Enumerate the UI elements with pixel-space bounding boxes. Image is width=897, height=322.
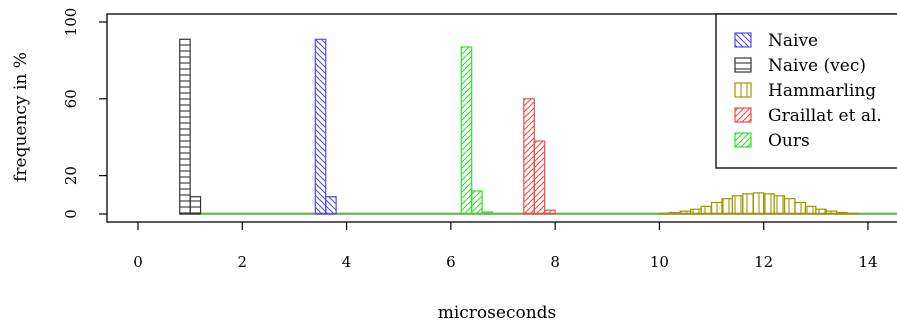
y-tick-label: 0: [62, 209, 80, 219]
bar-hammarling: [794, 201, 806, 215]
bar-hammarling: [825, 210, 838, 215]
bar-naive-vec: [189, 196, 202, 215]
x-axis-label: microseconds: [438, 303, 557, 322]
bar-hammarling: [700, 205, 713, 215]
bar-hammarling: [721, 198, 733, 215]
plot-area: 0 2 4 6 8 10 12 14 0 20 60 100 Naive Naive (vec) Hamma…: [62, 8, 897, 271]
bar-naive: [314, 38, 327, 215]
bars-group: [179, 38, 897, 215]
x-tick-label: 2: [238, 253, 248, 271]
bar-ours: [471, 190, 483, 215]
x-tick-label: 12: [754, 253, 773, 271]
bar-hammarling: [669, 211, 681, 215]
bar-hammarling: [658, 212, 671, 215]
legend-swatch: [734, 32, 752, 48]
bar-naive-vec: [179, 38, 191, 215]
legend-swatch: [734, 132, 752, 148]
bar-hammarling: [783, 198, 796, 215]
bar-ours: [460, 46, 473, 215]
bar-hammarling: [690, 208, 702, 215]
bar-hammarling: [679, 210, 692, 215]
bar-naive: [325, 196, 337, 215]
y-tick-label: 20: [62, 166, 80, 185]
legend-swatch: [734, 82, 752, 98]
legend-label: Naive: [768, 31, 818, 51]
bar-hammarling: [773, 195, 786, 215]
x-tick-label: 14: [858, 253, 877, 271]
bar-hammarling: [815, 208, 827, 215]
bar-hammarling: [836, 211, 848, 215]
x-tick-label: 6: [446, 253, 456, 271]
x-tick-label: 4: [342, 253, 352, 271]
bar-graillat-et-al: [523, 98, 535, 215]
legend-label: Hammarling: [768, 81, 876, 101]
y-tick-label: 100: [62, 8, 80, 37]
bar-hammarling: [846, 212, 859, 215]
legend-label: Naive (vec): [768, 56, 866, 76]
x-tick-label: 8: [550, 253, 560, 271]
x-tick-label: 0: [133, 253, 143, 271]
legend-swatch: [734, 107, 752, 123]
y-tick-label: 60: [62, 89, 80, 108]
legend-label: Graillat et al.: [768, 106, 882, 126]
bar-hammarling: [731, 195, 744, 215]
bar-hammarling: [752, 192, 765, 215]
y-axis-label: frequency in %: [11, 52, 31, 182]
bar-hammarling: [742, 193, 754, 215]
bar-graillat-et-al: [544, 209, 556, 215]
legend-swatch: [734, 57, 752, 73]
bar-ours: [481, 211, 494, 215]
bar-hammarling: [710, 201, 723, 215]
bar-hammarling: [763, 193, 775, 215]
x-tick-label: 10: [650, 253, 669, 271]
bar-hammarling: [804, 205, 817, 215]
legend: Naive Naive (vec) Hammarling Graillat et al…: [715, 13, 897, 169]
plot-frame: [106, 13, 897, 223]
legend-label: Ours: [768, 131, 810, 151]
bar-graillat-et-al: [533, 140, 546, 215]
